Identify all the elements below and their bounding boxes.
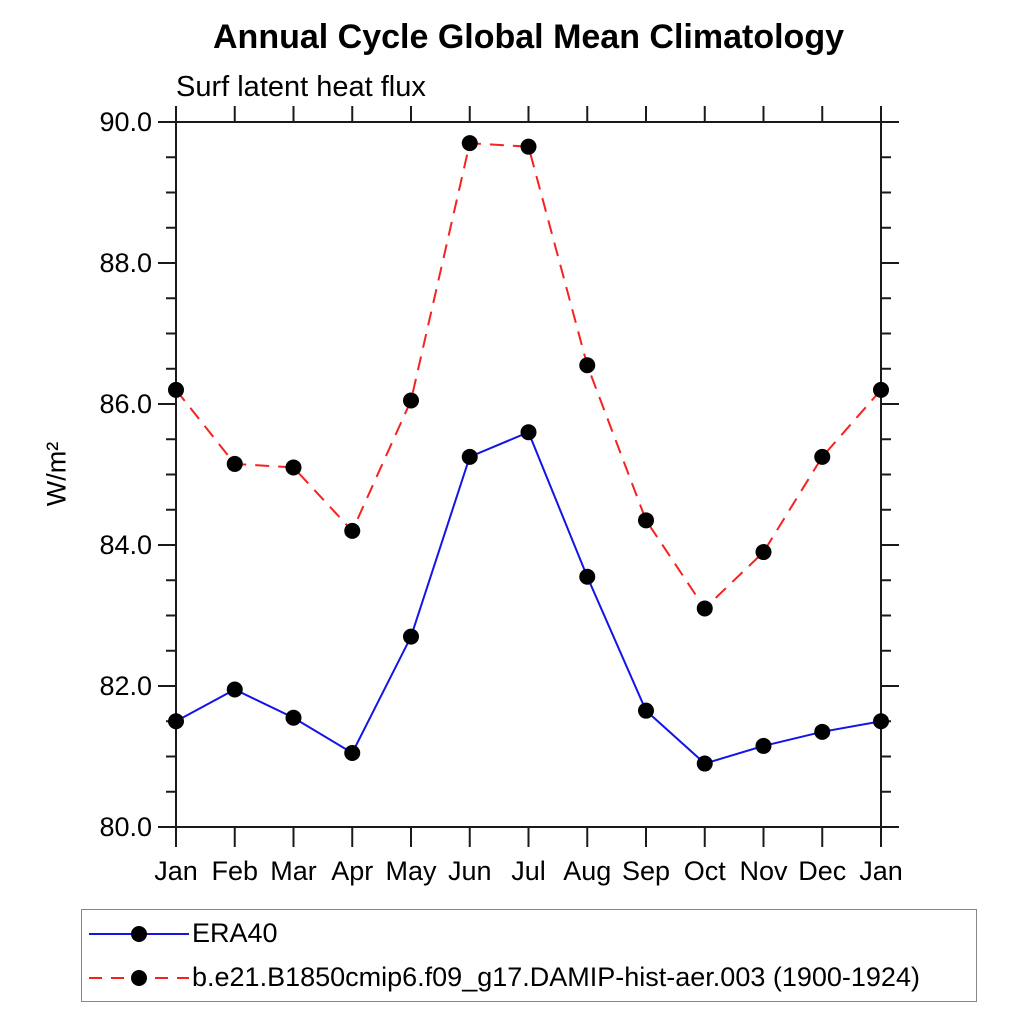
data-point-marker [814, 448, 831, 465]
x-tick-label: Nov [739, 856, 788, 886]
data-point-marker [696, 600, 713, 617]
data-point-marker [520, 424, 537, 441]
x-tick-label: Mar [270, 856, 317, 886]
chart-subtitle: Surf latent heat flux [176, 71, 426, 103]
data-series [168, 135, 889, 772]
x-tick-label: Sep [622, 856, 670, 886]
y-tick-label: 90.0 [99, 107, 152, 137]
axes [158, 106, 899, 847]
data-point-marker [696, 755, 713, 772]
legend-row-era40: ERA40 [82, 914, 976, 954]
data-point-marker [461, 448, 478, 465]
x-tick-label: Jul [511, 856, 546, 886]
data-point-marker [873, 713, 889, 730]
data-point-marker [638, 512, 654, 529]
y-tick-label: 86.0 [99, 389, 152, 419]
y-tick-label: 88.0 [99, 248, 152, 278]
y-tick-label: 82.0 [99, 671, 152, 701]
data-point-marker [755, 737, 772, 754]
data-point-marker [579, 568, 596, 585]
x-tick-label: Jan [154, 856, 198, 886]
tick-labels: 80.0 82.0 84.0 86.0 88.0 90.0 Jan Feb Mar Apr May J… [99, 107, 902, 886]
plot-frame [175, 121, 882, 828]
legend: ERA40 b.e21.B1850cmip6.f09_g17.DAMIP-his… [81, 909, 977, 1002]
data-point-marker [226, 455, 243, 472]
legend-label-model: b.e21.B1850cmip6.f09_g17.DAMIP-hist-aer.… [192, 962, 920, 992]
series-line-0 [175, 430, 882, 765]
data-point-marker [873, 381, 889, 398]
data-point-marker [168, 713, 184, 730]
data-point-marker [403, 628, 419, 645]
data-point-marker [520, 138, 537, 155]
x-tick-label: Feb [211, 856, 258, 886]
legend-row-model: b.e21.B1850cmip6.f09_g17.DAMIP-hist-aer.… [82, 958, 976, 998]
data-point-marker [579, 357, 596, 374]
x-tick-label: May [385, 856, 437, 886]
legend-label-era40: ERA40 [192, 918, 278, 948]
data-point-marker [344, 744, 361, 761]
series-line-1 [175, 142, 882, 610]
legend-sample-dashed-line [89, 969, 189, 986]
y-tick-label: 80.0 [99, 812, 152, 842]
x-tick-label: Dec [798, 856, 846, 886]
x-tick-label: Jan [859, 856, 903, 886]
x-tick-label: Oct [684, 856, 727, 886]
x-tick-label: Apr [331, 856, 373, 886]
data-point-marker [285, 459, 302, 476]
y-tick-label: 84.0 [99, 530, 152, 560]
data-point-marker [285, 709, 302, 726]
data-point-marker [226, 681, 243, 698]
legend-sample-solid-line [89, 925, 189, 942]
data-point-marker [814, 723, 831, 740]
data-point-marker [403, 392, 419, 409]
data-point-marker [638, 702, 654, 719]
data-point-marker [461, 135, 478, 152]
x-tick-label: Jun [448, 856, 492, 886]
x-tick-label: Aug [563, 856, 611, 886]
data-point-marker [344, 522, 361, 539]
chart-title: Annual Cycle Global Mean Climatology [213, 18, 844, 56]
data-point-marker [755, 544, 772, 561]
data-point-marker [168, 381, 184, 398]
